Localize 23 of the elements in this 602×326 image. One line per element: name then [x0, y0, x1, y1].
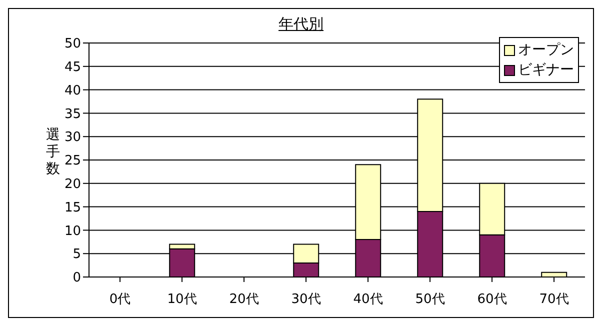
y-tick-label: 25: [64, 154, 81, 169]
chart-title: 年代別: [278, 15, 324, 34]
y-tick-label: 20: [64, 177, 81, 192]
x-tick-label: 60代: [477, 292, 507, 308]
x-tick-label: 10代: [167, 292, 197, 308]
x-tick-label: 20代: [229, 292, 259, 308]
y-tick-label: 30: [64, 130, 81, 146]
y-tick-label: 40: [64, 83, 81, 98]
x-tick-label: 50代: [415, 292, 445, 308]
x-tick-label: 0代: [109, 292, 131, 308]
legend-label: オープン: [518, 41, 574, 60]
y-tick-label: 45: [64, 60, 81, 76]
y-tick-label: 50: [64, 36, 81, 52]
y-axis-title: 選手数: [45, 127, 61, 178]
x-tick-label: 70代: [539, 292, 569, 308]
y-tick-label: 10: [64, 224, 81, 239]
x-tick-label: 30代: [291, 292, 321, 308]
y-tick-label: 35: [64, 106, 81, 122]
y-tick-label: 5: [72, 247, 81, 262]
x-tick-label: 40代: [353, 292, 383, 308]
legend-label: ビギナー: [518, 61, 574, 80]
y-tick-label: 0: [72, 270, 81, 286]
y-tick-label: 15: [64, 200, 81, 216]
